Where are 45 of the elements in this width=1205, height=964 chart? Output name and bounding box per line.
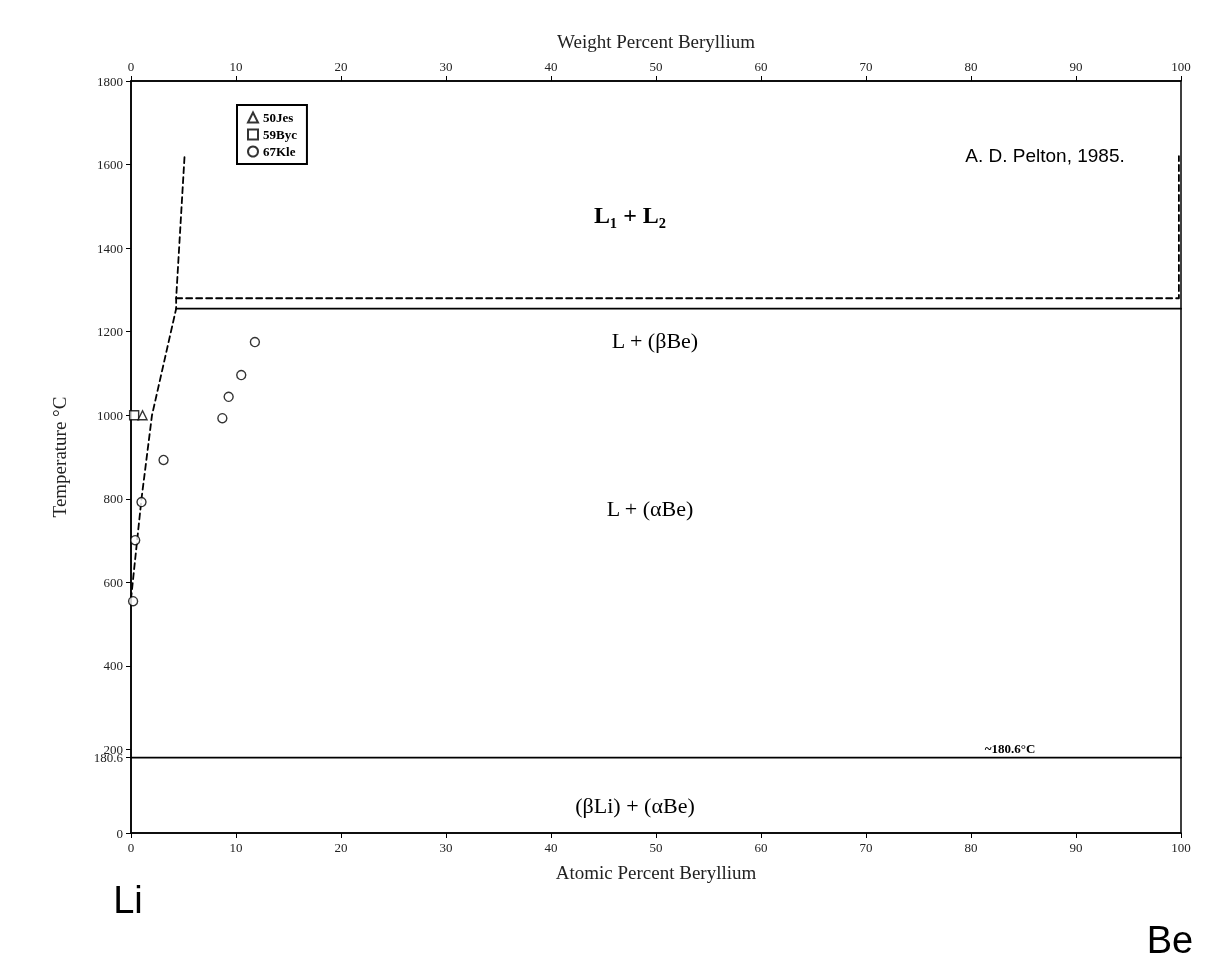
text: Li — [113, 879, 143, 921]
y-tick-label: 1200 — [97, 324, 123, 340]
x2-tick-label: 30 — [439, 59, 453, 74]
annotation: ~180.6°C — [984, 740, 1036, 756]
x2-tick-label: 80 — [964, 59, 978, 74]
x2-tick-label: 90 — [1069, 59, 1083, 74]
annotation: L + (αBe) — [606, 495, 694, 521]
x2-tick-label: 50 — [649, 59, 663, 74]
x-tick-label: 90 — [1069, 840, 1083, 855]
annotation: (βLi) + (αBe) — [575, 792, 695, 818]
x-tick-label: 0 — [127, 840, 135, 855]
y-tick-label: 0 — [116, 825, 123, 841]
y-tick-label: 1000 — [97, 407, 123, 423]
y-axis-title: Temperature °C — [49, 396, 70, 518]
legend-label: 59Byc — [263, 127, 298, 142]
y-tick-label: 400 — [103, 658, 123, 674]
x2-tick-label: 40 — [544, 59, 558, 74]
x2-tick-label: 70 — [859, 59, 873, 74]
annotation: L₁ + L₂ — [593, 202, 667, 228]
x-tick-label: 30 — [439, 840, 453, 855]
x2-tick-label: 100 — [1171, 59, 1191, 74]
y-tick-label: 600 — [103, 574, 123, 590]
x-tick-label: 60 — [754, 840, 768, 855]
y-tick-label: 1600 — [97, 157, 123, 173]
x-tick-label: 20 — [334, 840, 348, 855]
x2-tick-label: 0 — [127, 59, 135, 74]
x-tick-label: 50 — [649, 840, 663, 855]
x-tick-label: 70 — [859, 840, 873, 855]
y-tick-label: 1800 — [97, 73, 123, 89]
y-tick-label: 800 — [103, 491, 123, 507]
y-tick-label: 1400 — [97, 240, 123, 256]
legend-label: 67Kle — [263, 144, 296, 159]
legend-label: 50Jes — [263, 110, 294, 125]
x2-tick-label: 20 — [334, 59, 348, 74]
x-tick-label: 40 — [544, 840, 558, 855]
x2-tick-label: 10 — [229, 59, 243, 74]
annotation: A. D. Pelton, 1985. — [965, 144, 1125, 166]
x2-tick-label: 60 — [754, 59, 768, 74]
x-tick-label: 80 — [964, 840, 978, 855]
x-axis-title: Atomic Percent Beryllium — [555, 862, 757, 883]
text: Be — [1146, 919, 1194, 961]
x-tick-label: 100 — [1171, 840, 1191, 855]
x2-axis-title: Weight Percent Beryllium — [557, 31, 756, 52]
x-tick-label: 10 — [229, 840, 243, 855]
annotation: L + (βBe) — [611, 327, 699, 353]
